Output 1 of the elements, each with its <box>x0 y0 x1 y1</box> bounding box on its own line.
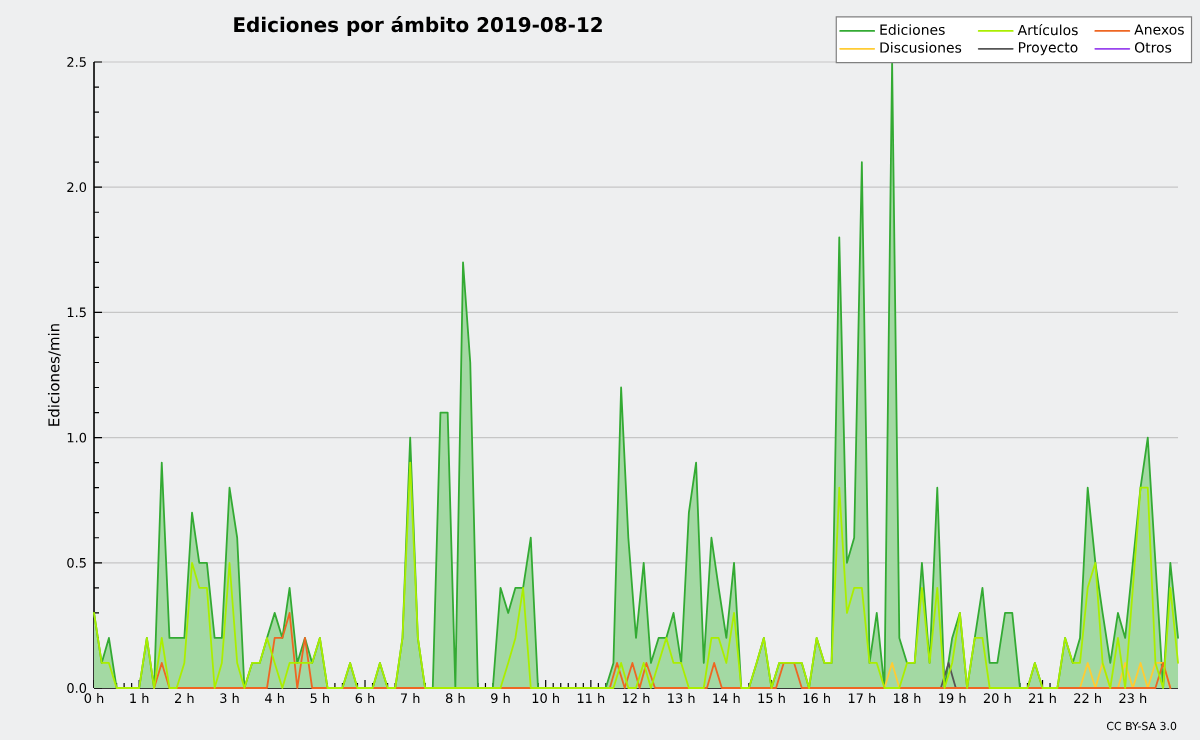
chart-title: Ediciones por ámbito 2019-08-12 <box>234 15 602 37</box>
